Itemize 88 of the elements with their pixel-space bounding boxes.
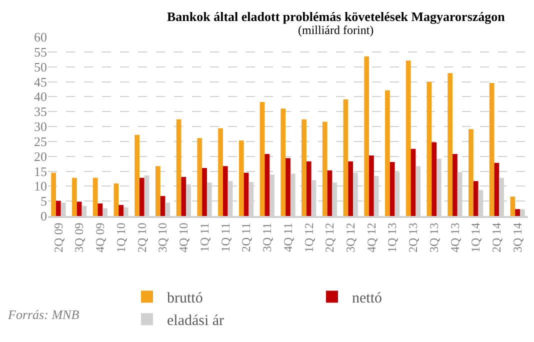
x-tick-label: 3Q 09 [72,222,86,252]
bar [327,170,332,216]
x-tick-label: 2Q 09 [51,222,66,252]
x-tick-label: 1Q 13 [385,222,400,252]
y-tick-label: 45 [34,74,47,90]
bar [286,158,290,216]
bar [72,178,77,216]
y-tick-label: 40 [34,89,47,104]
x-tick-label: 2Q 14 [490,222,504,252]
x-tick-label: 1Q 11 [218,222,232,252]
bar [181,176,186,216]
bar [410,148,416,216]
bar [197,138,202,216]
chart-title: Bankok által eladott problémás követelések Magyarországon [167,9,506,24]
bar [76,202,82,216]
bar [218,128,223,216]
x-tick-label: 3Q 12 [344,222,358,252]
bar [134,134,140,216]
y-tick-label: 35 [34,104,47,120]
bar [56,200,61,216]
bar [494,162,500,216]
x-tick-label: 4Q 10 [176,222,191,252]
y-tick-label: 5 [40,194,47,209]
x-tick-label: 2Q 13 [406,222,420,252]
bar [322,122,328,216]
text: Forrás: MNB [7,307,80,322]
bar [364,56,370,216]
x-tick-label: 3Q 13 [426,222,441,252]
bar [448,73,453,216]
bar [510,196,516,216]
bar [468,129,474,216]
bar [385,90,390,216]
bar [92,178,98,216]
legend-label: nettó [352,290,382,307]
y-tick-label: 10 [34,178,47,194]
y-tick-label: 15 [34,164,47,179]
bar [343,99,348,216]
bar [202,168,207,216]
x-tick-label: 4Q 13 [448,222,462,252]
bar [390,162,395,216]
bar [302,119,306,216]
x-tick-label: 4Q 11 [280,222,295,252]
x-tick-label: 3Q 14 [510,222,524,252]
chart-subtitle: (milliárd forint) [298,23,374,37]
bar [369,155,374,216]
y-tick-label: 20 [34,148,47,164]
bar [426,82,432,216]
x-tick-label: 1Q 12 [302,222,316,252]
y-tick-label: 60 [34,30,47,45]
bar [406,60,411,216]
x-tick-label: 2Q 11 [239,222,254,252]
bar [432,142,437,216]
bar [348,161,354,216]
bar [118,204,124,216]
legend-label: eladási ár [167,313,224,330]
bar [114,183,119,216]
y-tick-label: 55 [34,44,47,60]
x-tick-label: 1Q 14 [468,222,483,252]
y-tick-label: 25 [34,134,47,149]
bar [264,154,270,216]
bar [260,102,265,216]
y-tick-label: 30 [34,119,47,134]
bar [238,140,244,216]
x-tick-label: 2Q 10 [134,222,149,252]
bar [51,172,56,216]
x-tick-label: 3Q 11 [260,222,274,252]
y-tick-label: 50 [34,59,47,74]
bar [98,203,103,216]
bar [515,209,520,216]
y-tick-label: 0 [40,208,47,224]
bar [473,181,478,216]
bar [489,82,494,216]
bar [155,166,160,216]
bar [176,119,182,216]
x-tick-label: 1Q 10 [114,222,128,252]
bar [306,161,312,216]
x-tick-label: 1Q 11 [197,222,212,252]
bar [452,154,458,216]
x-tick-label: 4Q 12 [364,222,378,252]
bar [139,178,144,216]
bar [160,196,166,216]
bar [280,108,286,216]
x-tick-label: 3Q 10 [156,222,170,252]
bar [222,166,228,216]
x-tick-label: 4Q 09 [93,222,108,252]
bar [244,172,249,216]
legend-label: bruttó [167,290,203,307]
x-tick-label: 2Q 12 [322,222,337,252]
